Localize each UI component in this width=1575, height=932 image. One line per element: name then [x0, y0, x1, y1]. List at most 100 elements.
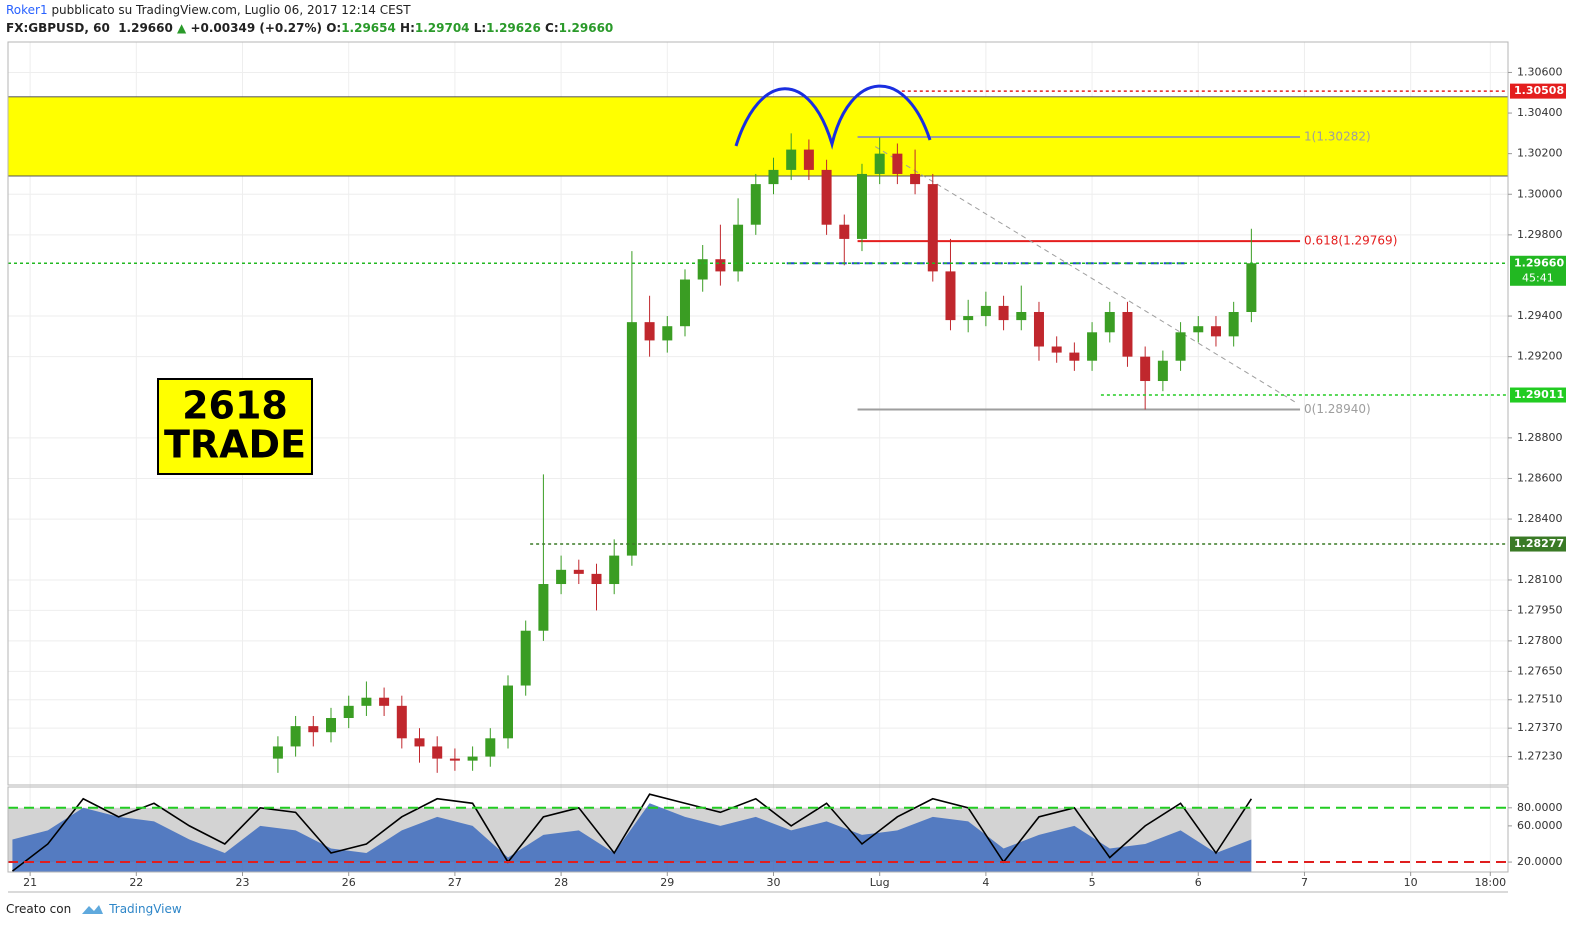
x-tick-label: 21: [23, 876, 37, 889]
y-tick-label: 1.28600: [1517, 471, 1563, 484]
candle-body: [715, 259, 726, 272]
candle-body: [272, 746, 283, 759]
candle-body: [644, 322, 655, 341]
double-top-arcs: [734, 84, 932, 150]
grid-layer: [8, 42, 1508, 872]
x-tick-label: 7: [1301, 876, 1308, 889]
osc-pane-border: [7, 786, 1509, 873]
candle-body: [626, 322, 637, 556]
x-tick-label: 26: [342, 876, 356, 889]
x-tick-label: 27: [448, 876, 462, 889]
candle-body: [856, 173, 867, 239]
osc-area: [12, 803, 1252, 872]
candle-body: [609, 555, 620, 585]
candle-body: [786, 149, 797, 170]
candle-body: [326, 718, 337, 733]
annotation-box: [157, 378, 313, 475]
candle-body: [980, 305, 991, 317]
h-label: H:: [400, 21, 415, 35]
candle-body: [733, 224, 744, 272]
candle-body: [821, 169, 832, 225]
y-tick-label: 1.27800: [1517, 634, 1563, 647]
candle-body: [803, 149, 814, 170]
l-label: L:: [473, 21, 487, 35]
y-tick-label: 1.27230: [1517, 750, 1563, 763]
price-badge: [1510, 387, 1566, 403]
x-tick-label: 6: [1195, 876, 1202, 889]
x-tick-label: 22: [129, 876, 143, 889]
candle-body: [1104, 311, 1115, 333]
candle-body: [1069, 352, 1080, 361]
y-tick-label: 1.30000: [1517, 187, 1563, 200]
published: pubblicato su TradingView.com, Luglio 06…: [47, 3, 411, 17]
candle-body: [467, 756, 478, 761]
candle-body: [662, 326, 673, 341]
author[interactable]: Roker1: [6, 3, 48, 17]
price-badge-label: 1.29660: [1514, 256, 1564, 269]
candle-body: [1210, 326, 1221, 337]
candle-body: [1140, 356, 1151, 382]
candle-body: [432, 746, 443, 759]
candle-body: [945, 271, 956, 321]
symbol: FX:GBPUSD, 60: [6, 21, 110, 35]
candle-body: [449, 758, 460, 761]
y-tick-label: 1.29800: [1517, 228, 1563, 241]
change: +0.00349 (+0.27%): [190, 21, 322, 35]
candle-body: [874, 153, 885, 174]
brand[interactable]: TradingView: [109, 902, 182, 916]
fib-label: 1(1.30282): [1304, 130, 1371, 144]
x-tick-label: 4: [982, 876, 989, 889]
osc-line: [11, 793, 1253, 872]
candle-body: [308, 726, 319, 733]
x-tick-label: 18:00: [1474, 876, 1506, 889]
candle-body: [1122, 311, 1133, 357]
candle-body: [591, 573, 602, 585]
candle-body: [573, 569, 584, 574]
candle-body: [750, 184, 761, 225]
y-tick-label: 1.28400: [1517, 512, 1563, 525]
fib-label: 0(1.28940): [1304, 402, 1371, 416]
trend-line: [874, 146, 1296, 403]
candle-body: [414, 738, 425, 747]
price-badge-label: 1.28277: [1514, 537, 1564, 550]
o-label: O:: [326, 21, 342, 35]
candle-body: [485, 738, 496, 757]
candle-body: [503, 685, 513, 739]
candle-body: [679, 279, 690, 327]
candle-body: [290, 726, 301, 747]
countdown: 45:41: [1522, 271, 1554, 284]
axis-layer: 21 22 23 26 27 28 29 30 Lug 4 5 6 7 10 18:00 1.30600 1.3…: [23, 65, 1566, 889]
y-tick-label: 1.29400: [1517, 309, 1563, 322]
candle-body: [396, 705, 407, 739]
candle-body: [538, 584, 549, 631]
candle-body: [910, 173, 921, 185]
y-tick-label: 1.27510: [1517, 693, 1563, 706]
y-tick-label: 20.0000: [1517, 855, 1563, 868]
up-arrow: ▲: [177, 21, 187, 35]
candle-body: [1033, 311, 1044, 347]
candle-body: [998, 305, 1009, 321]
candle-body: [927, 184, 938, 272]
candle-body: [1175, 332, 1186, 361]
y-tick-label: 80.0000: [1517, 801, 1563, 814]
x-tick-label: 28: [554, 876, 568, 889]
price-badge-label: 1.29011: [1514, 388, 1564, 401]
candle-body: [1087, 332, 1098, 361]
candle-body: [379, 697, 390, 706]
y-tick-label: 1.28100: [1517, 573, 1563, 586]
y-tick-label: 1.29200: [1517, 350, 1563, 363]
price-pane: 1(1.30282) 0.618(1.29769) 0(1.28940): [7, 90, 1509, 773]
price-badge-label: 1.30508: [1514, 84, 1564, 97]
x-tick-label: 29: [660, 876, 674, 889]
c-value: 1.29660: [558, 21, 614, 35]
price-badge: [1510, 536, 1566, 552]
y-tick-label: 1.30200: [1517, 147, 1563, 160]
candle-body: [963, 316, 974, 321]
price-pane-border: [7, 41, 1509, 786]
o-value: 1.29654: [341, 21, 396, 35]
chart: 1(1.30282) 0.618(1.29769) 0(1.28940) 2618 …: [7, 41, 1566, 893]
candle-body: [343, 705, 354, 719]
annotation-line: 2618: [182, 384, 288, 428]
price-badge: [1510, 83, 1566, 99]
